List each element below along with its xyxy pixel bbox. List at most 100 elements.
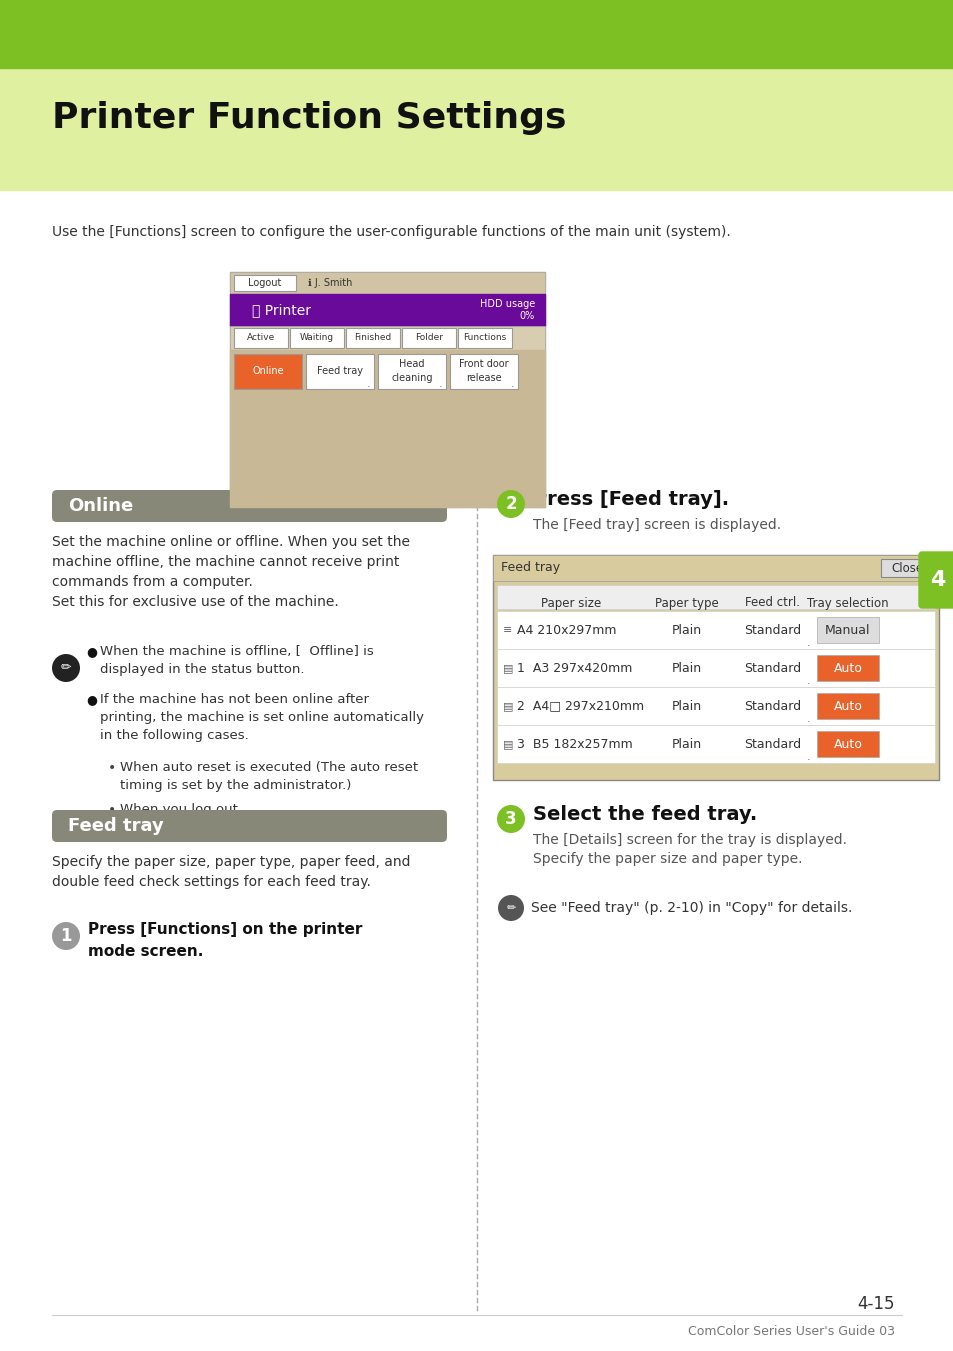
Bar (493, 555, 938, 780)
FancyBboxPatch shape (918, 553, 953, 608)
Text: .: . (806, 713, 810, 724)
Text: Functions: Functions (463, 334, 506, 343)
Text: ℹ J. Smith: ℹ J. Smith (308, 278, 352, 288)
Text: Active: Active (247, 334, 274, 343)
Text: .: . (806, 638, 810, 648)
Circle shape (497, 894, 523, 921)
Bar (401, 328, 456, 349)
Text: ●: ● (86, 693, 97, 707)
Text: 1: 1 (60, 927, 71, 944)
Text: When you log out: When you log out (120, 802, 237, 816)
Bar (497, 648, 934, 688)
Text: The [Feed tray] screen is displayed.: The [Feed tray] screen is displayed. (533, 517, 781, 532)
Text: Online: Online (68, 497, 133, 515)
Bar (497, 585, 934, 609)
Text: .: . (806, 753, 810, 762)
Text: Online: Online (252, 366, 283, 376)
Text: 3  B5 182x257mm: 3 B5 182x257mm (517, 738, 632, 751)
Text: ⎙ Printer: ⎙ Printer (252, 303, 311, 317)
Bar (816, 731, 878, 757)
Bar (816, 655, 878, 681)
Text: The [Details] screen for the tray is displayed.
Specify the paper size and paper: The [Details] screen for the tray is dis… (533, 834, 846, 866)
Bar (457, 328, 512, 349)
Text: ComColor Series User's Guide 03: ComColor Series User's Guide 03 (687, 1325, 894, 1337)
Bar (497, 688, 934, 725)
Bar (497, 725, 934, 763)
Bar (816, 693, 878, 719)
Bar (497, 611, 934, 648)
Text: Feed tray: Feed tray (316, 366, 363, 376)
Text: Manual: Manual (824, 624, 870, 636)
Text: •: • (108, 802, 116, 817)
Bar (493, 555, 938, 581)
Text: Specify the paper size, paper type, paper feed, and
double feed check settings f: Specify the paper size, paper type, pape… (52, 855, 410, 889)
Text: ▤: ▤ (502, 739, 513, 748)
Text: 2: 2 (505, 494, 517, 513)
FancyBboxPatch shape (52, 490, 447, 521)
Text: ✏: ✏ (61, 662, 71, 674)
Text: Logout: Logout (248, 278, 281, 288)
Text: Paper size: Paper size (540, 597, 600, 609)
Bar (880, 559, 932, 577)
Text: Head
cleaning: Head cleaning (391, 359, 433, 382)
Bar (0, 190, 953, 1351)
Text: Set the machine online or offline. When you set the
machine offline, the machine: Set the machine online or offline. When … (52, 535, 410, 609)
Text: Finished: Finished (354, 334, 392, 343)
Text: Feed tray: Feed tray (500, 562, 559, 574)
Text: A4 210x297mm: A4 210x297mm (517, 624, 616, 636)
Text: ✏: ✏ (506, 902, 516, 913)
Bar (306, 354, 374, 389)
Text: When the machine is offline, [  Offline] is
displayed in the status button.: When the machine is offline, [ Offline] … (100, 644, 374, 676)
Text: Auto: Auto (833, 700, 862, 712)
Text: Auto: Auto (833, 738, 862, 751)
Text: Press [Functions] on the printer
mode screen.: Press [Functions] on the printer mode sc… (88, 921, 362, 959)
Bar (233, 354, 302, 389)
Text: Press [Feed tray].: Press [Feed tray]. (533, 490, 728, 509)
Text: •: • (108, 761, 116, 775)
Text: Tray selection: Tray selection (806, 597, 888, 609)
Bar (230, 295, 544, 326)
Text: Standard: Standard (743, 662, 801, 674)
Text: 3: 3 (505, 811, 517, 828)
Text: Printer Function Settings: Printer Function Settings (52, 101, 566, 135)
Text: Standard: Standard (743, 738, 801, 751)
Bar (377, 354, 446, 389)
Text: .: . (806, 676, 810, 686)
Text: Standard: Standard (743, 624, 801, 636)
Text: Close: Close (890, 562, 923, 574)
Text: Waiting: Waiting (299, 334, 334, 343)
Text: Plain: Plain (671, 738, 701, 751)
Text: Plain: Plain (671, 662, 701, 674)
Bar (233, 328, 288, 349)
Text: Front door
release: Front door release (458, 359, 508, 382)
FancyBboxPatch shape (52, 811, 447, 842)
Text: ▤: ▤ (502, 663, 513, 673)
Text: Feed tray: Feed tray (68, 817, 164, 835)
Circle shape (52, 921, 80, 950)
Text: Use the [Functions] screen to configure the user-configurable functions of the m: Use the [Functions] screen to configure … (52, 226, 730, 239)
Text: 4: 4 (929, 570, 944, 590)
Text: Standard: Standard (743, 700, 801, 712)
Text: .: . (438, 380, 442, 389)
Text: .: . (511, 380, 515, 389)
Circle shape (52, 654, 80, 682)
Text: Plain: Plain (671, 700, 701, 712)
Bar (230, 272, 544, 295)
Text: Feed ctrl.: Feed ctrl. (744, 597, 800, 609)
Text: 4-15: 4-15 (857, 1296, 894, 1313)
Bar (450, 354, 517, 389)
Circle shape (497, 490, 524, 517)
Bar (230, 272, 544, 507)
Bar (230, 350, 544, 507)
Text: If the machine has not been online after
printing, the machine is set online aut: If the machine has not been online after… (100, 693, 423, 742)
Bar (233, 276, 295, 290)
Bar (346, 328, 399, 349)
Bar (0, 0, 953, 68)
Text: Auto: Auto (833, 662, 862, 674)
Text: Folder: Folder (415, 334, 442, 343)
Text: Select the feed tray.: Select the feed tray. (533, 805, 757, 824)
Circle shape (497, 805, 524, 834)
Bar (290, 328, 344, 349)
Text: ●: ● (86, 644, 97, 658)
Text: 2  A4□ 297x210mm: 2 A4□ 297x210mm (517, 700, 643, 712)
